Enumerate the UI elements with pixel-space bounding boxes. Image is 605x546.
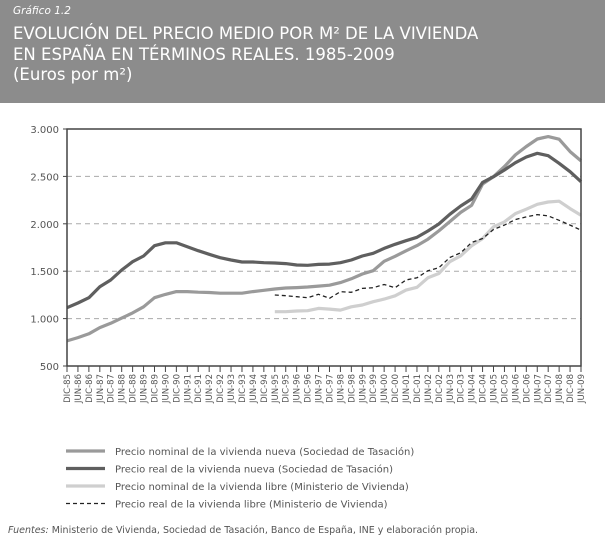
title-line-1: EVOLUCIÓN DEL PRECIO MEDIO POR M² DE LA … bbox=[13, 24, 479, 43]
legend-label: Precio nominal de la vivienda libre (Min… bbox=[115, 482, 409, 493]
x-tick-label: DIC-00 bbox=[391, 374, 401, 403]
x-tick-label: DIC-91 bbox=[194, 374, 204, 403]
x-tick-label: DIC-89 bbox=[150, 374, 160, 403]
x-tick-label: DIC-08 bbox=[566, 374, 576, 403]
x-tick-label: DIC-85 bbox=[63, 374, 73, 403]
x-tick-label: JUN-88 bbox=[118, 374, 128, 404]
y-tick-label: 2.500 bbox=[30, 172, 59, 183]
x-tick-label: JUN-05 bbox=[490, 374, 500, 404]
x-tick-label: JUN-89 bbox=[140, 374, 150, 404]
legend-label: Precio real de la vivienda nueva (Socied… bbox=[115, 464, 393, 476]
chart-title: EVOLUCIÓN DEL PRECIO MEDIO POR M² DE LA … bbox=[13, 23, 478, 65]
x-tick-label: JUN-92 bbox=[205, 374, 215, 404]
x-tick-label: JUN-96 bbox=[293, 374, 303, 404]
x-tick-label: JUN-94 bbox=[249, 374, 259, 404]
x-tick-label: DIC-87 bbox=[107, 374, 117, 403]
x-tick-label: DIC-96 bbox=[304, 374, 314, 403]
x-tick-label: JUN-93 bbox=[227, 374, 237, 404]
x-tick-label: JUN-08 bbox=[555, 374, 565, 404]
x-axis-ticks: DIC-85 JUN-86 DIC-86 JUN-87 DIC-87 JUN-88 DIC-… bbox=[63, 366, 587, 404]
x-tick-label: JUN-03 bbox=[446, 374, 456, 404]
y-tick-label: 2.000 bbox=[30, 220, 59, 231]
x-tick-label: JUN-98 bbox=[336, 374, 346, 404]
x-tick-label: JUN-86 bbox=[74, 374, 84, 404]
x-tick-label: DIC-93 bbox=[238, 374, 248, 403]
x-tick-label: JUN-04 bbox=[468, 374, 478, 404]
x-tick-label: JUN-09 bbox=[577, 374, 587, 404]
x-tick-label: JUN-97 bbox=[315, 374, 325, 404]
x-tick-label: DIC-86 bbox=[85, 374, 95, 403]
title-line-2: EN ESPAÑA EN TÉRMINOS REALES. 1985-2009 bbox=[13, 45, 395, 64]
x-tick-label: DIC-95 bbox=[282, 374, 292, 403]
y-tick-label: 3.000 bbox=[30, 125, 59, 136]
grid-lines bbox=[67, 175, 581, 320]
x-tick-label: DIC-92 bbox=[216, 374, 226, 403]
y-tick-label: 1.000 bbox=[30, 315, 59, 326]
y-tick-label: 1.500 bbox=[30, 267, 59, 278]
series-line bbox=[274, 199, 582, 314]
series-line bbox=[66, 151, 583, 310]
x-tick-label: DIC-07 bbox=[544, 374, 554, 403]
x-tick-label: JUN-99 bbox=[358, 374, 368, 404]
x-tick-label: DIC-94 bbox=[260, 374, 270, 403]
x-tick-label: DIC-03 bbox=[457, 374, 467, 403]
x-tick-label: DIC-02 bbox=[435, 374, 445, 403]
source-note: Fuentes: Ministerio de Vivienda, Socieda… bbox=[8, 525, 478, 536]
x-tick-label: DIC-06 bbox=[522, 374, 532, 403]
chart-header: Gráfico 1.2 EVOLUCIÓN DEL PRECIO MEDIO P… bbox=[0, 0, 605, 103]
x-tick-label: JUN-95 bbox=[271, 374, 281, 404]
y-tick-label: 500 bbox=[40, 362, 59, 373]
x-tick-label: JUN-02 bbox=[424, 374, 434, 404]
source-text: Ministerio de Vivienda, Sociedad de Tasa… bbox=[51, 525, 479, 536]
x-tick-label: JUN-00 bbox=[380, 374, 390, 404]
legend-label: Precio nominal de la vivienda nueva (Soc… bbox=[115, 446, 414, 458]
x-tick-label: DIC-98 bbox=[347, 374, 357, 403]
x-tick-label: JUN-07 bbox=[533, 374, 543, 404]
x-tick-label: DIC-05 bbox=[500, 374, 510, 403]
x-tick-label: JUN-01 bbox=[402, 374, 412, 404]
series-lines bbox=[66, 135, 583, 343]
x-tick-label: JUN-06 bbox=[511, 374, 521, 404]
x-tick-label: DIC-90 bbox=[172, 374, 182, 403]
legend: Precio nominal de la vivienda nueva (Soc… bbox=[66, 446, 414, 511]
y-axis-ticks: 500 1.000 1.500 2.000 2.500 3.000 bbox=[30, 125, 67, 373]
x-tick-label: DIC-04 bbox=[479, 374, 489, 403]
x-tick-label: DIC-88 bbox=[129, 374, 139, 403]
x-tick-label: DIC-99 bbox=[369, 374, 379, 403]
source-label: Fuentes: bbox=[8, 525, 49, 536]
x-tick-label: JUN-90 bbox=[161, 374, 171, 404]
plot-frame bbox=[66, 128, 582, 367]
x-tick-label: DIC-01 bbox=[413, 374, 423, 403]
x-tick-label: JUN-91 bbox=[183, 374, 193, 404]
x-tick-label: DIC-97 bbox=[325, 374, 335, 403]
series-line bbox=[274, 213, 582, 299]
figure-number: Gráfico 1.2 bbox=[13, 5, 71, 17]
chart-subtitle: (Euros por m²) bbox=[13, 65, 133, 84]
x-tick-label: JUN-87 bbox=[96, 374, 106, 404]
legend-label: Precio real de la vivienda libre (Minist… bbox=[115, 500, 388, 511]
